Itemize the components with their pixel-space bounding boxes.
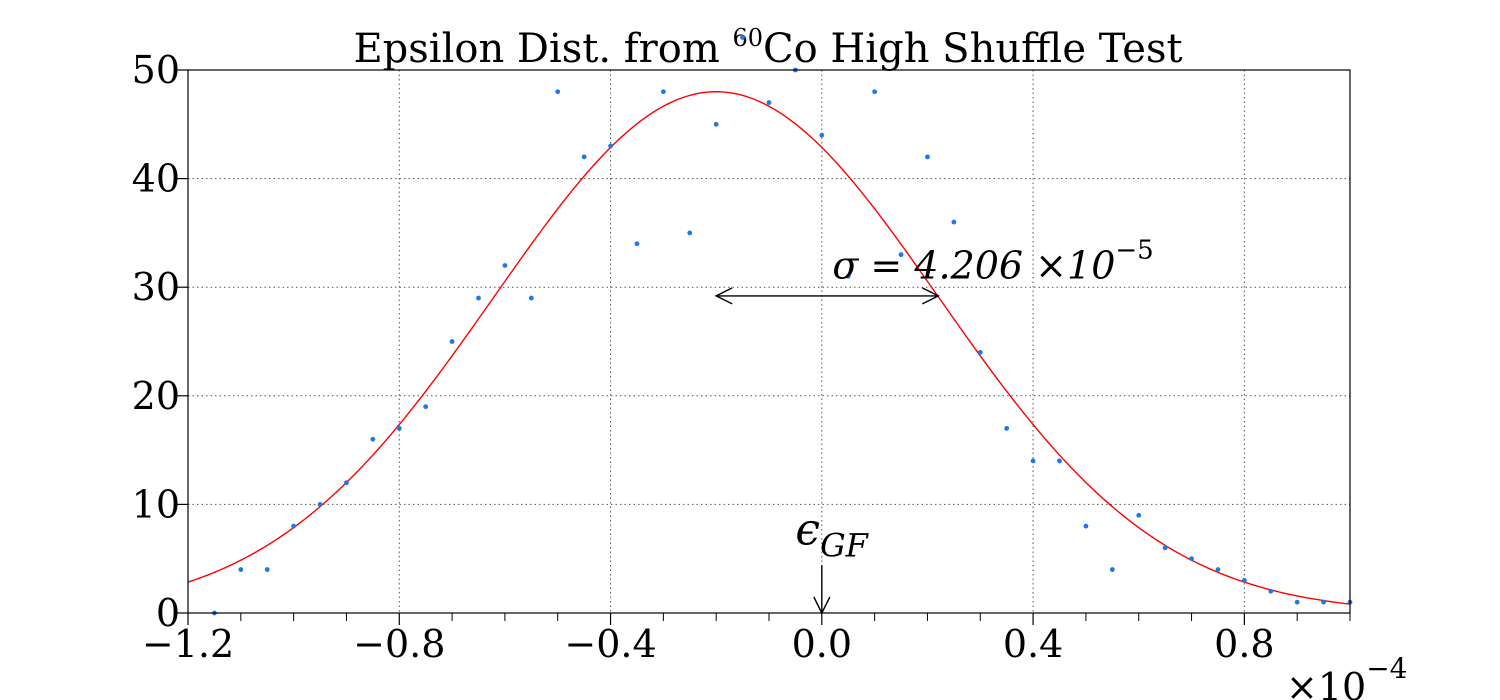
- epsilon-gf-annotation: ϵGF: [795, 505, 870, 615]
- data-point: [1030, 458, 1036, 464]
- data-point: [1268, 588, 1274, 594]
- y-tick-labels: 0 10 20 30 40 50: [132, 48, 180, 635]
- sigma-arrowhead-right: [922, 287, 940, 305]
- data-point: [660, 89, 666, 95]
- data-point: [1109, 567, 1115, 572]
- data-point: [1189, 556, 1194, 562]
- data-point: [977, 349, 983, 355]
- data-point: [528, 295, 534, 301]
- data-point: [845, 273, 851, 279]
- data-point: [1215, 567, 1221, 572]
- sigma-annotation: σ = 4.206 ×10−5: [714, 236, 1154, 305]
- epsilon-subscript: GF: [820, 527, 870, 565]
- chart-title-suffix: Co High Shuffle Test: [763, 26, 1183, 72]
- data-point: [713, 121, 719, 127]
- data-point: [291, 523, 297, 529]
- data-point: [925, 154, 930, 160]
- data-point: [317, 502, 323, 507]
- data-point: [608, 143, 613, 149]
- epsilon-gf-label: ϵGF: [795, 505, 869, 565]
- data-point: [264, 567, 270, 572]
- data-point: [819, 132, 825, 138]
- data-point: [1004, 425, 1010, 431]
- data-points-layer: [212, 35, 1353, 616]
- x-tick-label: 0.4: [1003, 622, 1063, 666]
- data-point: [344, 480, 349, 486]
- x-tick-label: −0.8: [353, 622, 445, 666]
- data-point: [1321, 599, 1326, 605]
- chart-title-superscript: 60: [732, 24, 763, 52]
- y-tick-label: 20: [132, 374, 180, 418]
- data-point: [951, 219, 957, 225]
- sigma-label: σ = 4.206 ×10−5: [832, 236, 1153, 288]
- data-point: [766, 100, 772, 105]
- sigma-text: σ = 4.206 ×10: [832, 244, 1115, 288]
- axis-ticks: [176, 69, 1351, 625]
- x-tick-label: −0.4: [564, 622, 656, 666]
- data-point: [872, 89, 878, 95]
- x-tick-label: 0.8: [1214, 622, 1274, 666]
- y-tick-label: 30: [132, 265, 180, 309]
- fit-curve: [188, 91, 1350, 605]
- grid-lines: [188, 70, 1350, 613]
- data-point: [423, 404, 429, 410]
- data-point: [898, 252, 904, 258]
- data-point: [1241, 578, 1247, 583]
- data-point: [1083, 523, 1089, 529]
- data-point: [449, 339, 455, 344]
- sigma-arrowhead-left: [714, 287, 733, 305]
- sigma-exponent: −5: [1115, 236, 1153, 266]
- x-offset-base: ×10: [1286, 665, 1366, 700]
- y-tick-label: 40: [132, 157, 180, 201]
- x-tick-labels: −1.2 −0.8 −0.4 0.0 0.4 0.8: [142, 622, 1275, 666]
- data-point: [1294, 599, 1300, 605]
- x-axis-offset-label: ×10−4: [1286, 652, 1407, 700]
- data-point: [740, 35, 745, 40]
- y-tick-label: 10: [132, 482, 180, 526]
- data-point: [476, 295, 481, 301]
- data-point: [238, 567, 244, 572]
- x-offset-exponent: −4: [1366, 652, 1407, 685]
- data-point: [687, 230, 693, 236]
- data-point: [396, 425, 402, 431]
- chart-title-prefix: Epsilon Dist. from: [353, 26, 732, 72]
- data-point: [1057, 458, 1062, 464]
- data-point: [581, 154, 587, 160]
- epsilon-gf-arrowhead: [813, 596, 831, 615]
- data-point: [634, 241, 640, 247]
- x-tick-label: 0.0: [792, 622, 852, 666]
- epsilon-symbol: ϵ: [795, 505, 820, 556]
- data-point: [555, 89, 561, 95]
- y-tick-label: 50: [132, 48, 180, 92]
- data-point: [1162, 545, 1168, 551]
- data-point: [1136, 512, 1142, 518]
- data-point: [502, 263, 508, 268]
- x-tick-label: −1.2: [142, 622, 234, 666]
- data-point: [370, 436, 376, 442]
- fit-curve-layer: [188, 91, 1350, 605]
- chart-title: Epsilon Dist. from 60Co High Shuffle Tes…: [353, 24, 1182, 72]
- y-tick-label: 0: [156, 591, 180, 635]
- plot-frame: [187, 69, 1351, 614]
